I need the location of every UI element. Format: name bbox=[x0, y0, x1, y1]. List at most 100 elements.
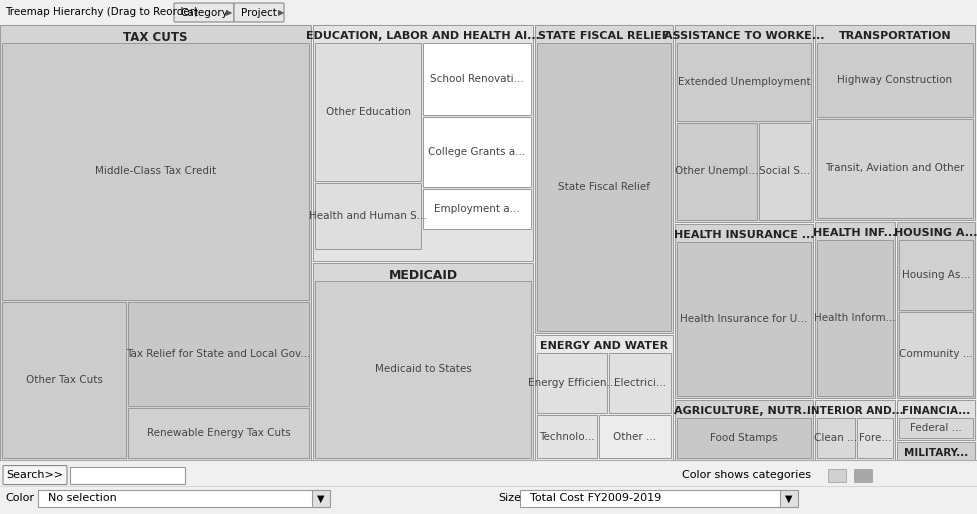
Bar bbox=[599, 415, 671, 458]
Text: Other ...: Other ... bbox=[614, 431, 657, 442]
Bar bbox=[423, 43, 531, 115]
Bar bbox=[313, 263, 533, 460]
Bar bbox=[828, 469, 846, 482]
Text: Other Tax Cuts: Other Tax Cuts bbox=[25, 375, 103, 385]
Text: ▶: ▶ bbox=[226, 8, 233, 17]
Text: State Fiscal Relief: State Fiscal Relief bbox=[558, 182, 650, 192]
Bar bbox=[899, 312, 973, 396]
Text: Housing As...: Housing As... bbox=[902, 270, 970, 280]
Bar bbox=[897, 484, 951, 514]
Bar bbox=[2, 302, 126, 458]
Bar bbox=[312, 490, 330, 507]
Text: AGRICULTURE, NUTR...: AGRICULTURE, NUTR... bbox=[673, 406, 815, 416]
Bar bbox=[315, 43, 421, 181]
Text: Fore...: Fore... bbox=[859, 433, 891, 443]
Text: Other Education: Other Education bbox=[325, 107, 410, 117]
Text: Category: Category bbox=[180, 8, 228, 17]
Bar bbox=[815, 400, 895, 460]
Text: Food Stamps: Food Stamps bbox=[710, 433, 778, 443]
Bar bbox=[677, 43, 811, 121]
Bar bbox=[315, 281, 531, 458]
Bar bbox=[609, 353, 671, 413]
Text: Color: Color bbox=[5, 493, 34, 503]
Bar bbox=[899, 500, 949, 514]
Text: Health Insurance for U...: Health Insurance for U... bbox=[680, 314, 808, 324]
Bar bbox=[899, 240, 973, 310]
Text: HEALTH INF...: HEALTH INF... bbox=[813, 228, 897, 238]
Text: No selection: No selection bbox=[48, 493, 116, 503]
Bar bbox=[128, 302, 309, 406]
Bar bbox=[315, 183, 421, 249]
Text: Community ...: Community ... bbox=[899, 349, 973, 359]
Text: TRANSPORTATION: TRANSPORTATION bbox=[838, 31, 952, 41]
Bar bbox=[537, 43, 671, 331]
Bar bbox=[817, 240, 893, 396]
Text: HOUSING A...: HOUSING A... bbox=[894, 228, 977, 238]
Bar bbox=[899, 418, 973, 438]
Text: Transit, Aviation and Other: Transit, Aviation and Other bbox=[826, 163, 964, 174]
Bar bbox=[537, 353, 607, 413]
Text: Medicaid to States: Medicaid to States bbox=[374, 364, 471, 375]
Text: Tax Relief for State and Local Gov...: Tax Relief for State and Local Gov... bbox=[126, 349, 311, 359]
Bar bbox=[535, 25, 673, 333]
Text: Military ...: Military ... bbox=[898, 503, 950, 513]
Text: Extended Unemployment: Extended Unemployment bbox=[678, 77, 810, 87]
Bar bbox=[677, 418, 811, 458]
Bar bbox=[857, 418, 893, 458]
Text: Technolo...: Technolo... bbox=[539, 431, 595, 442]
Bar bbox=[535, 335, 673, 460]
Bar bbox=[759, 123, 811, 220]
Bar bbox=[897, 442, 975, 482]
Text: DEFEN...: DEFEN... bbox=[899, 490, 950, 500]
Text: FINANCIA...: FINANCIA... bbox=[902, 406, 970, 416]
Text: College Grants a...: College Grants a... bbox=[428, 147, 526, 157]
Text: ASSISTANCE TO WORKE...: ASSISTANCE TO WORKE... bbox=[663, 31, 825, 41]
Bar bbox=[423, 117, 531, 187]
Bar bbox=[128, 408, 309, 458]
Text: ▶: ▶ bbox=[277, 8, 284, 17]
Bar bbox=[897, 222, 975, 398]
Bar bbox=[0, 25, 311, 460]
Bar bbox=[854, 469, 872, 482]
FancyBboxPatch shape bbox=[234, 3, 284, 22]
Text: Project: Project bbox=[241, 8, 276, 17]
Text: Highway Construction: Highway Construction bbox=[837, 75, 953, 85]
Text: ▼: ▼ bbox=[318, 493, 324, 503]
Bar bbox=[423, 189, 531, 229]
Text: Treemap Hierarchy (Drag to Reorder): Treemap Hierarchy (Drag to Reorder) bbox=[5, 7, 198, 17]
Bar bbox=[899, 460, 973, 480]
Bar bbox=[815, 222, 895, 398]
Text: Military an...: Military an... bbox=[904, 465, 968, 475]
Text: MILITARY...: MILITARY... bbox=[904, 448, 968, 458]
Bar bbox=[313, 25, 533, 261]
FancyBboxPatch shape bbox=[3, 466, 67, 485]
Bar bbox=[537, 415, 597, 458]
Text: ▼: ▼ bbox=[786, 493, 792, 503]
Text: Health Inform...: Health Inform... bbox=[814, 313, 896, 323]
Text: School Renovati...: School Renovati... bbox=[430, 74, 524, 84]
Text: Health and Human S...: Health and Human S... bbox=[309, 211, 427, 221]
Bar bbox=[70, 467, 185, 484]
Text: Size: Size bbox=[498, 493, 521, 503]
Bar bbox=[897, 400, 975, 440]
Bar bbox=[817, 43, 973, 117]
Bar bbox=[677, 242, 811, 396]
Text: EDUCATION, LABOR AND HEALTH AI...: EDUCATION, LABOR AND HEALTH AI... bbox=[306, 31, 540, 41]
Text: STATE FISCAL RELIEF: STATE FISCAL RELIEF bbox=[538, 31, 669, 41]
Text: Middle-Class Tax Credit: Middle-Class Tax Credit bbox=[95, 167, 216, 176]
Text: Color shows categories: Color shows categories bbox=[682, 470, 811, 480]
Bar bbox=[817, 418, 855, 458]
Text: Employment a...: Employment a... bbox=[434, 204, 520, 214]
Text: HEALTH INSURANCE ...: HEALTH INSURANCE ... bbox=[674, 230, 814, 240]
Text: Renewable Energy Tax Cuts: Renewable Energy Tax Cuts bbox=[147, 428, 290, 438]
Text: Federal ...: Federal ... bbox=[911, 423, 962, 433]
Text: MEDICAID: MEDICAID bbox=[389, 269, 457, 282]
Bar bbox=[2, 43, 309, 300]
Text: Clean ...: Clean ... bbox=[815, 433, 858, 443]
Bar bbox=[675, 25, 813, 222]
Bar bbox=[817, 119, 973, 218]
Text: Other Unempl...: Other Unempl... bbox=[675, 167, 759, 176]
Text: Search>>: Search>> bbox=[7, 470, 64, 480]
Bar bbox=[780, 490, 798, 507]
Text: Electrici...: Electrici... bbox=[614, 378, 666, 388]
